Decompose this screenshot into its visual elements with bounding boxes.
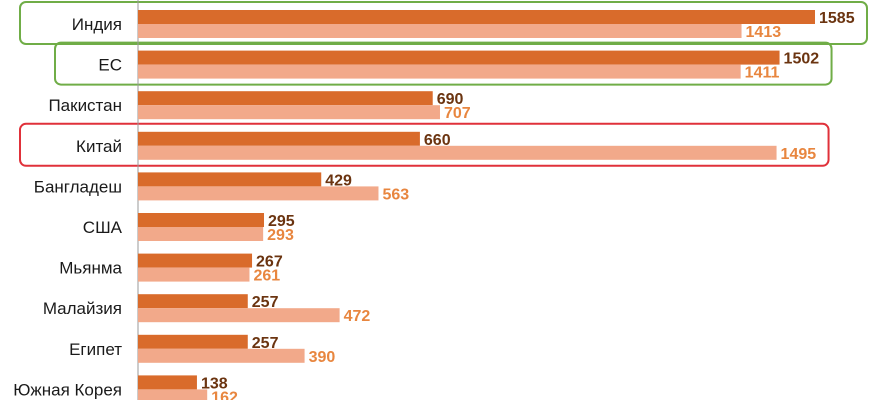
bar-series-2	[138, 308, 340, 323]
category-label: Малайзия	[43, 299, 122, 318]
value-label-series-2: 261	[253, 268, 280, 285]
highlight-box	[19, 1, 868, 45]
bar-series-1	[138, 172, 322, 187]
value-label-series-2: 390	[309, 349, 336, 366]
category-label: ЕС	[98, 56, 122, 75]
value-label-series-1: 257	[252, 294, 279, 311]
value-label-series-1: 267	[256, 254, 283, 271]
bars	[138, 10, 815, 400]
bar-series-1	[138, 294, 248, 309]
bar-series-2	[138, 389, 208, 400]
category-label: Пакистан	[48, 96, 122, 115]
highlight-box	[19, 122, 830, 167]
value-label-series-2: 162	[211, 389, 238, 400]
highlight-boxes	[19, 1, 868, 167]
value-label-series-1: 1502	[784, 51, 820, 68]
category-labels: Индия ЕС Пакистан Китай Бангладеш США Мьянма Ма…	[13, 15, 122, 399]
category-label: Мьянма	[59, 259, 122, 278]
bar-series-2	[138, 105, 440, 120]
value-label-series-1: 138	[201, 375, 228, 392]
category-label: Египет	[69, 340, 122, 359]
value-label-series-1: 429	[325, 172, 352, 189]
bar-series-2	[138, 348, 305, 363]
value-label-series-2: 563	[382, 186, 409, 203]
highlight-box	[54, 41, 833, 86]
bar-series-1	[138, 131, 420, 146]
bar-series-2	[138, 145, 777, 160]
category-label: Индия	[72, 15, 122, 34]
bar-series-2	[138, 186, 379, 201]
bar-series-2	[138, 64, 741, 79]
bar-series-2	[138, 24, 742, 38]
bar-series-1	[138, 253, 253, 268]
value-label-series-2: 1411	[745, 65, 780, 82]
value-label-series-2: 707	[444, 105, 471, 122]
bar-series-1	[138, 213, 265, 227]
category-label: США	[83, 218, 123, 237]
bar-series-1	[138, 50, 780, 65]
category-label: Южная Корея	[13, 380, 122, 399]
value-label-series-1: 1585	[819, 10, 855, 27]
value-label-series-2: 1413	[746, 24, 782, 41]
bar-series-1	[138, 375, 197, 390]
bar-series-1	[138, 91, 433, 106]
category-label: Китай	[76, 137, 122, 156]
value-label-series-1: 295	[268, 213, 295, 230]
value-label-series-1: 257	[252, 335, 279, 352]
value-label-series-1: 690	[437, 91, 464, 108]
bar-series-1	[138, 10, 815, 24]
value-label-series-2: 293	[267, 227, 294, 244]
value-label-series-2: 1495	[781, 146, 817, 163]
value-label-series-1: 660	[424, 132, 451, 149]
category-label: Бангладеш	[34, 177, 122, 196]
bar-series-1	[138, 334, 248, 349]
bar-series-2	[138, 227, 264, 241]
value-label-series-2: 472	[344, 308, 371, 325]
bar-series-2	[138, 267, 250, 282]
